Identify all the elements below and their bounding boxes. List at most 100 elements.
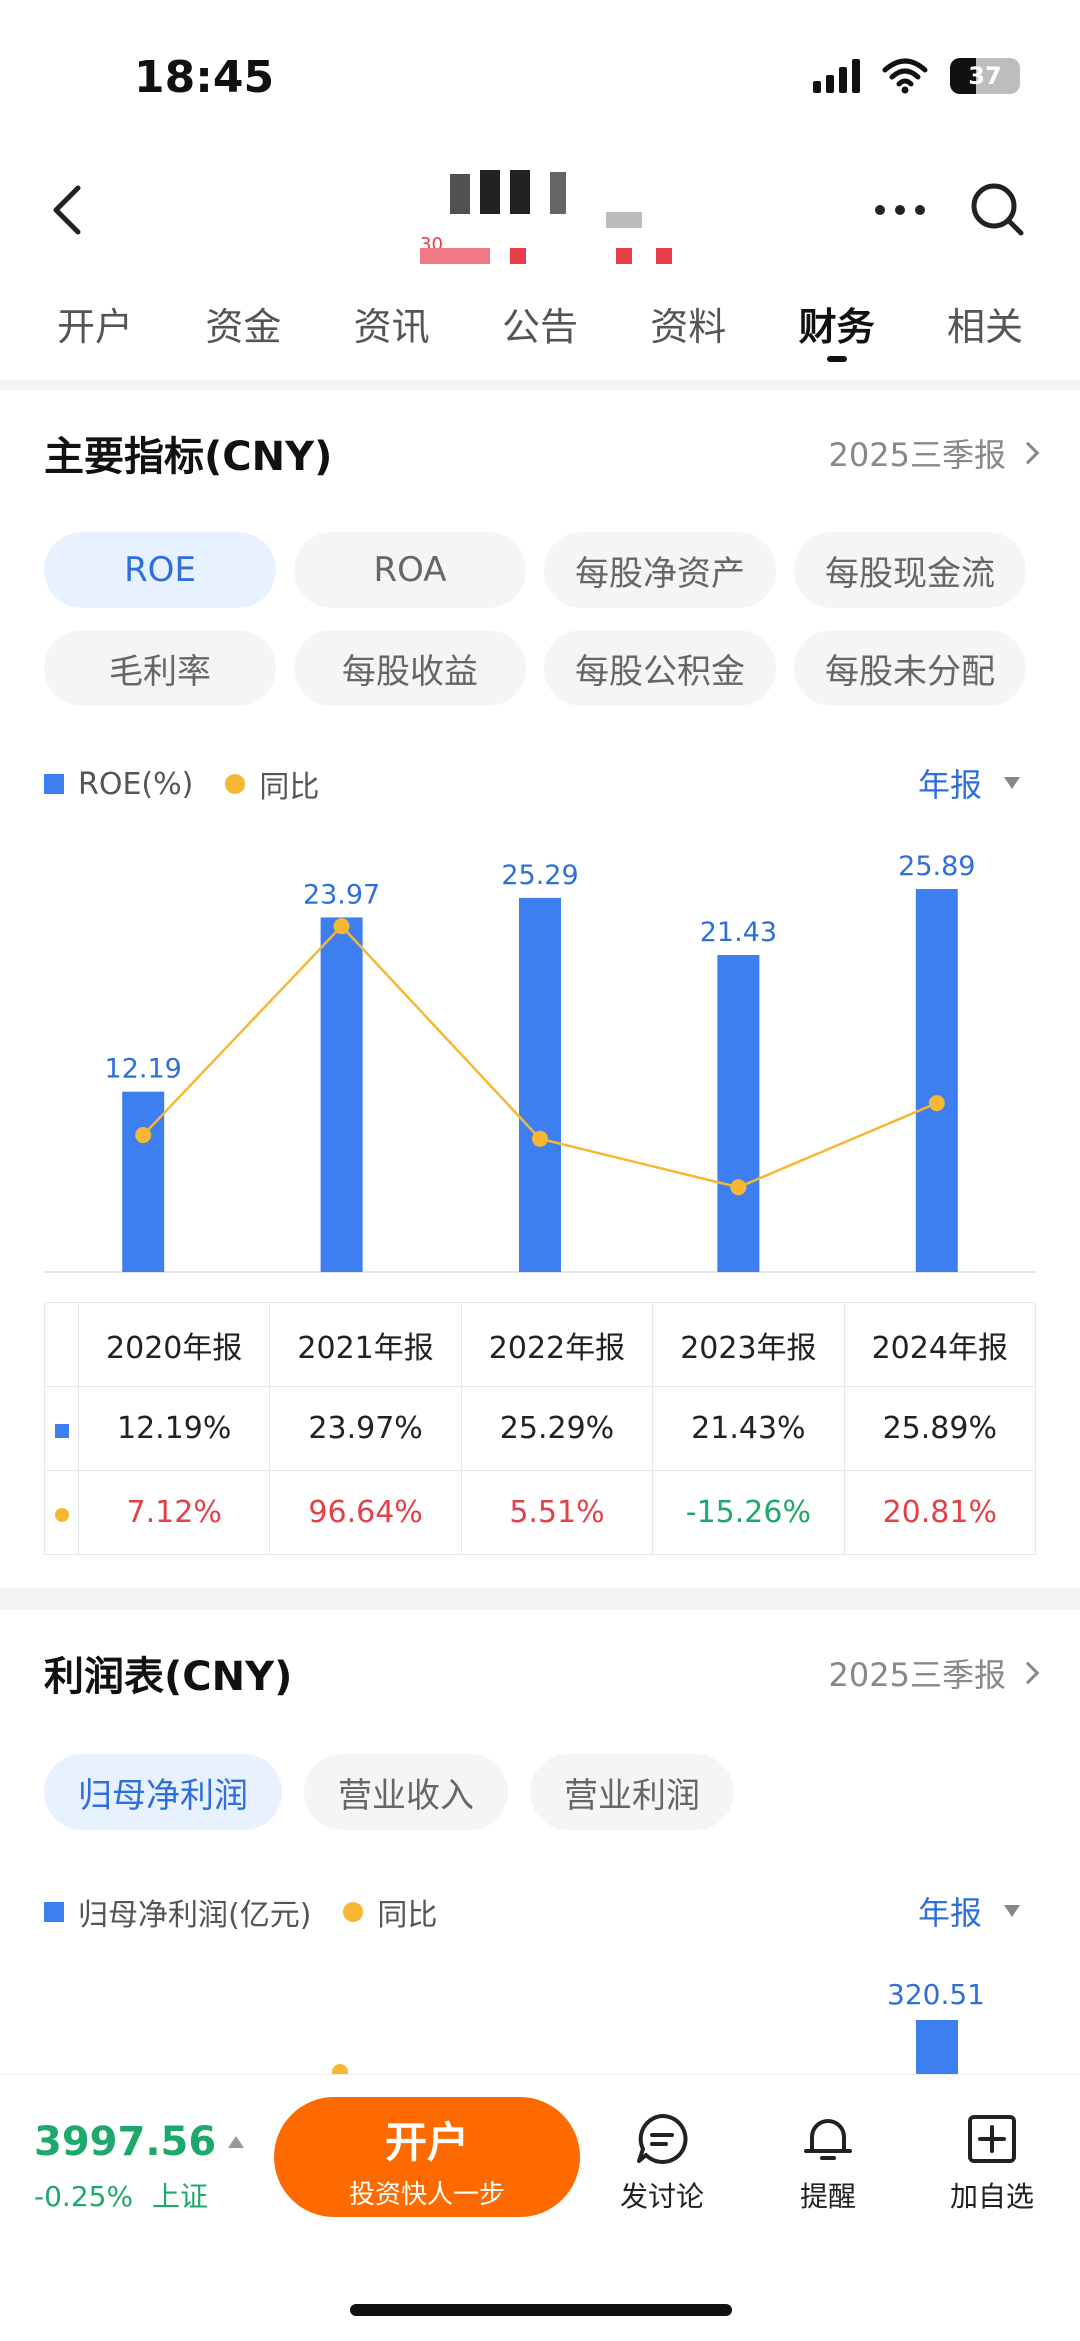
bottom-bar: 3997.56 -0.25% 上证 开户 投资快人一步 发讨论 提醒 加自选 [0, 2074, 1080, 2341]
pill-reserve-per-share[interactable]: 每股公积金 [544, 630, 776, 706]
roe-bar-value-label: 23.97 [303, 879, 380, 910]
row-marker [44, 1470, 79, 1555]
pill-eps[interactable]: 每股收益 [294, 630, 526, 706]
roe-bar [717, 954, 760, 1272]
back-arrow-icon[interactable] [40, 180, 100, 240]
table-cell: -15.26% [652, 1470, 845, 1555]
table-cell: 23.97% [269, 1386, 462, 1471]
index-value: 3997.56 [34, 2119, 217, 2165]
yoy-point [135, 1127, 152, 1144]
pill-operating-profit[interactable]: 营业利润 [530, 1754, 734, 1830]
table-cell: 20.81% [843, 1470, 1037, 1555]
add-square-icon [968, 2115, 1016, 2163]
stock-title-redacted: 30 [420, 162, 700, 264]
roe-bar [915, 889, 958, 1272]
roe-period-selector[interactable]: 年报 [918, 760, 1020, 806]
add-watchlist-label: 加自选 [949, 2180, 1034, 2213]
tab-profile[interactable]: 资料 [650, 305, 727, 349]
legend-yoy-label: 同比 [377, 1898, 438, 1933]
profit-title: 利润表(CNY) [44, 1654, 293, 1700]
period-label: 年报 [917, 766, 982, 804]
table-header: 2020年报 [77, 1302, 271, 1387]
index-change: -0.25% [34, 2180, 134, 2213]
tab-funds[interactable]: 资金 [205, 305, 282, 349]
profit-bar [916, 2020, 958, 2074]
dropdown-triangle-icon [1004, 777, 1020, 789]
remind-label: 提醒 [799, 2180, 856, 2213]
chevron-right-icon [1016, 441, 1040, 465]
table-header: 2021年报 [269, 1302, 462, 1387]
tab-news[interactable]: 资讯 [353, 305, 430, 349]
nav-bar: 30 [0, 150, 1080, 270]
table-corner [44, 1302, 79, 1387]
report-link-label: 2025三季报 [828, 436, 1006, 474]
profit-report-link[interactable]: 2025三季报 [828, 1650, 1040, 1696]
pill-undistributed-per-share[interactable]: 每股未分配 [794, 630, 1026, 706]
pill-net-profit[interactable]: 归母净利润 [44, 1754, 282, 1830]
pill-roa[interactable]: ROA [294, 532, 526, 608]
tab-announcements[interactable]: 公告 [501, 305, 578, 349]
roe-chart: 12.19 23.97 25.29 21.43 25.89 [44, 851, 1036, 1273]
index-quote[interactable]: 3997.56 [34, 2119, 245, 2165]
dot-marker-icon [54, 1508, 69, 1522]
legend-dot-marker [225, 774, 246, 794]
yoy-point [333, 918, 350, 935]
legend-series-label: 归母净利润(亿元) [78, 1898, 312, 1933]
wifi-icon [882, 58, 928, 94]
legend-yoy-label: 同比 [259, 770, 320, 805]
roe-bar-value-label: 25.89 [898, 851, 975, 882]
remind-button[interactable]: 提醒 [768, 2111, 888, 2215]
status-icons: 37 [813, 58, 1020, 94]
add-watchlist-button[interactable]: 加自选 [932, 2111, 1052, 2215]
pill-nav-per-share[interactable]: 每股净资产 [544, 532, 776, 608]
period-label: 年报 [917, 1894, 982, 1932]
pill-gross-margin[interactable]: 毛利率 [44, 630, 276, 706]
tab-bar: 开户 资金 资讯 公告 资料 财务 相关 [0, 290, 1080, 380]
roe-bar [320, 917, 363, 1272]
battery-icon: 37 [950, 58, 1020, 94]
dropdown-triangle-icon [1004, 1905, 1020, 1917]
divider [0, 380, 1080, 390]
bell-icon [804, 2119, 852, 2160]
legend-dot-marker [343, 1902, 364, 1922]
pill-cashflow-per-share[interactable]: 每股现金流 [794, 532, 1026, 608]
table-cell: 25.29% [460, 1386, 654, 1471]
pill-roe[interactable]: ROE [44, 532, 276, 608]
tab-financials[interactable]: 财务 [772, 290, 902, 380]
indicator-pill-grid: ROE ROA 每股净资产 每股现金流 毛利率 每股收益 每股公积金 每股未分配 [44, 532, 1036, 706]
tab-open-account[interactable]: 开户 [56, 305, 133, 349]
cellular-signal-icon [813, 59, 860, 93]
profit-period-selector[interactable]: 年报 [918, 1888, 1020, 1934]
table-header: 2022年报 [460, 1302, 654, 1387]
open-account-button[interactable]: 开户 投资快人一步 [274, 2097, 580, 2217]
triangle-up-icon [228, 2136, 245, 2148]
legend-square-marker [44, 774, 64, 794]
discuss-label: 发讨论 [619, 2180, 704, 2213]
chat-bubble-icon [637, 2113, 688, 2164]
pill-revenue[interactable]: 营业收入 [304, 1754, 508, 1830]
table-cell: 25.89% [843, 1386, 1037, 1471]
index-change-row: -0.25% 上证 [34, 2175, 208, 2215]
index-name: 上证 [151, 2180, 208, 2213]
divider [0, 1588, 1080, 1610]
chevron-right-icon [1016, 1661, 1040, 1685]
profit-bar-value-label: 320.51 [887, 1978, 985, 2011]
home-indicator[interactable] [350, 2304, 732, 2316]
report-link-label: 2025三季报 [828, 1656, 1006, 1694]
table-row-yoy: 7.12% 96.64% 5.51% -15.26% 20.81% [44, 1470, 1037, 1555]
roe-table: 2020年报 2021年报 2022年报 2023年报 2024年报 12.19… [44, 1302, 1037, 1555]
legend-series-label: ROE(%) [78, 766, 194, 802]
search-icon[interactable] [966, 178, 1030, 242]
battery-level: 37 [968, 62, 1002, 90]
yoy-point [532, 1130, 548, 1147]
yoy-point [928, 1095, 945, 1112]
more-icon[interactable] [870, 190, 930, 230]
indicators-report-link[interactable]: 2025三季报 [828, 430, 1040, 476]
status-bar: 18:45 37 [0, 0, 1080, 140]
table-cell: 12.19% [77, 1386, 271, 1471]
table-header-row: 2020年报 2021年报 2022年报 2023年报 2024年报 [44, 1302, 1037, 1387]
tab-related[interactable]: 相关 [946, 305, 1023, 349]
discuss-button[interactable]: 发讨论 [602, 2111, 722, 2215]
profit-yoy-point [332, 2064, 348, 2074]
roe-bar-value-label: 12.19 [105, 1054, 182, 1085]
